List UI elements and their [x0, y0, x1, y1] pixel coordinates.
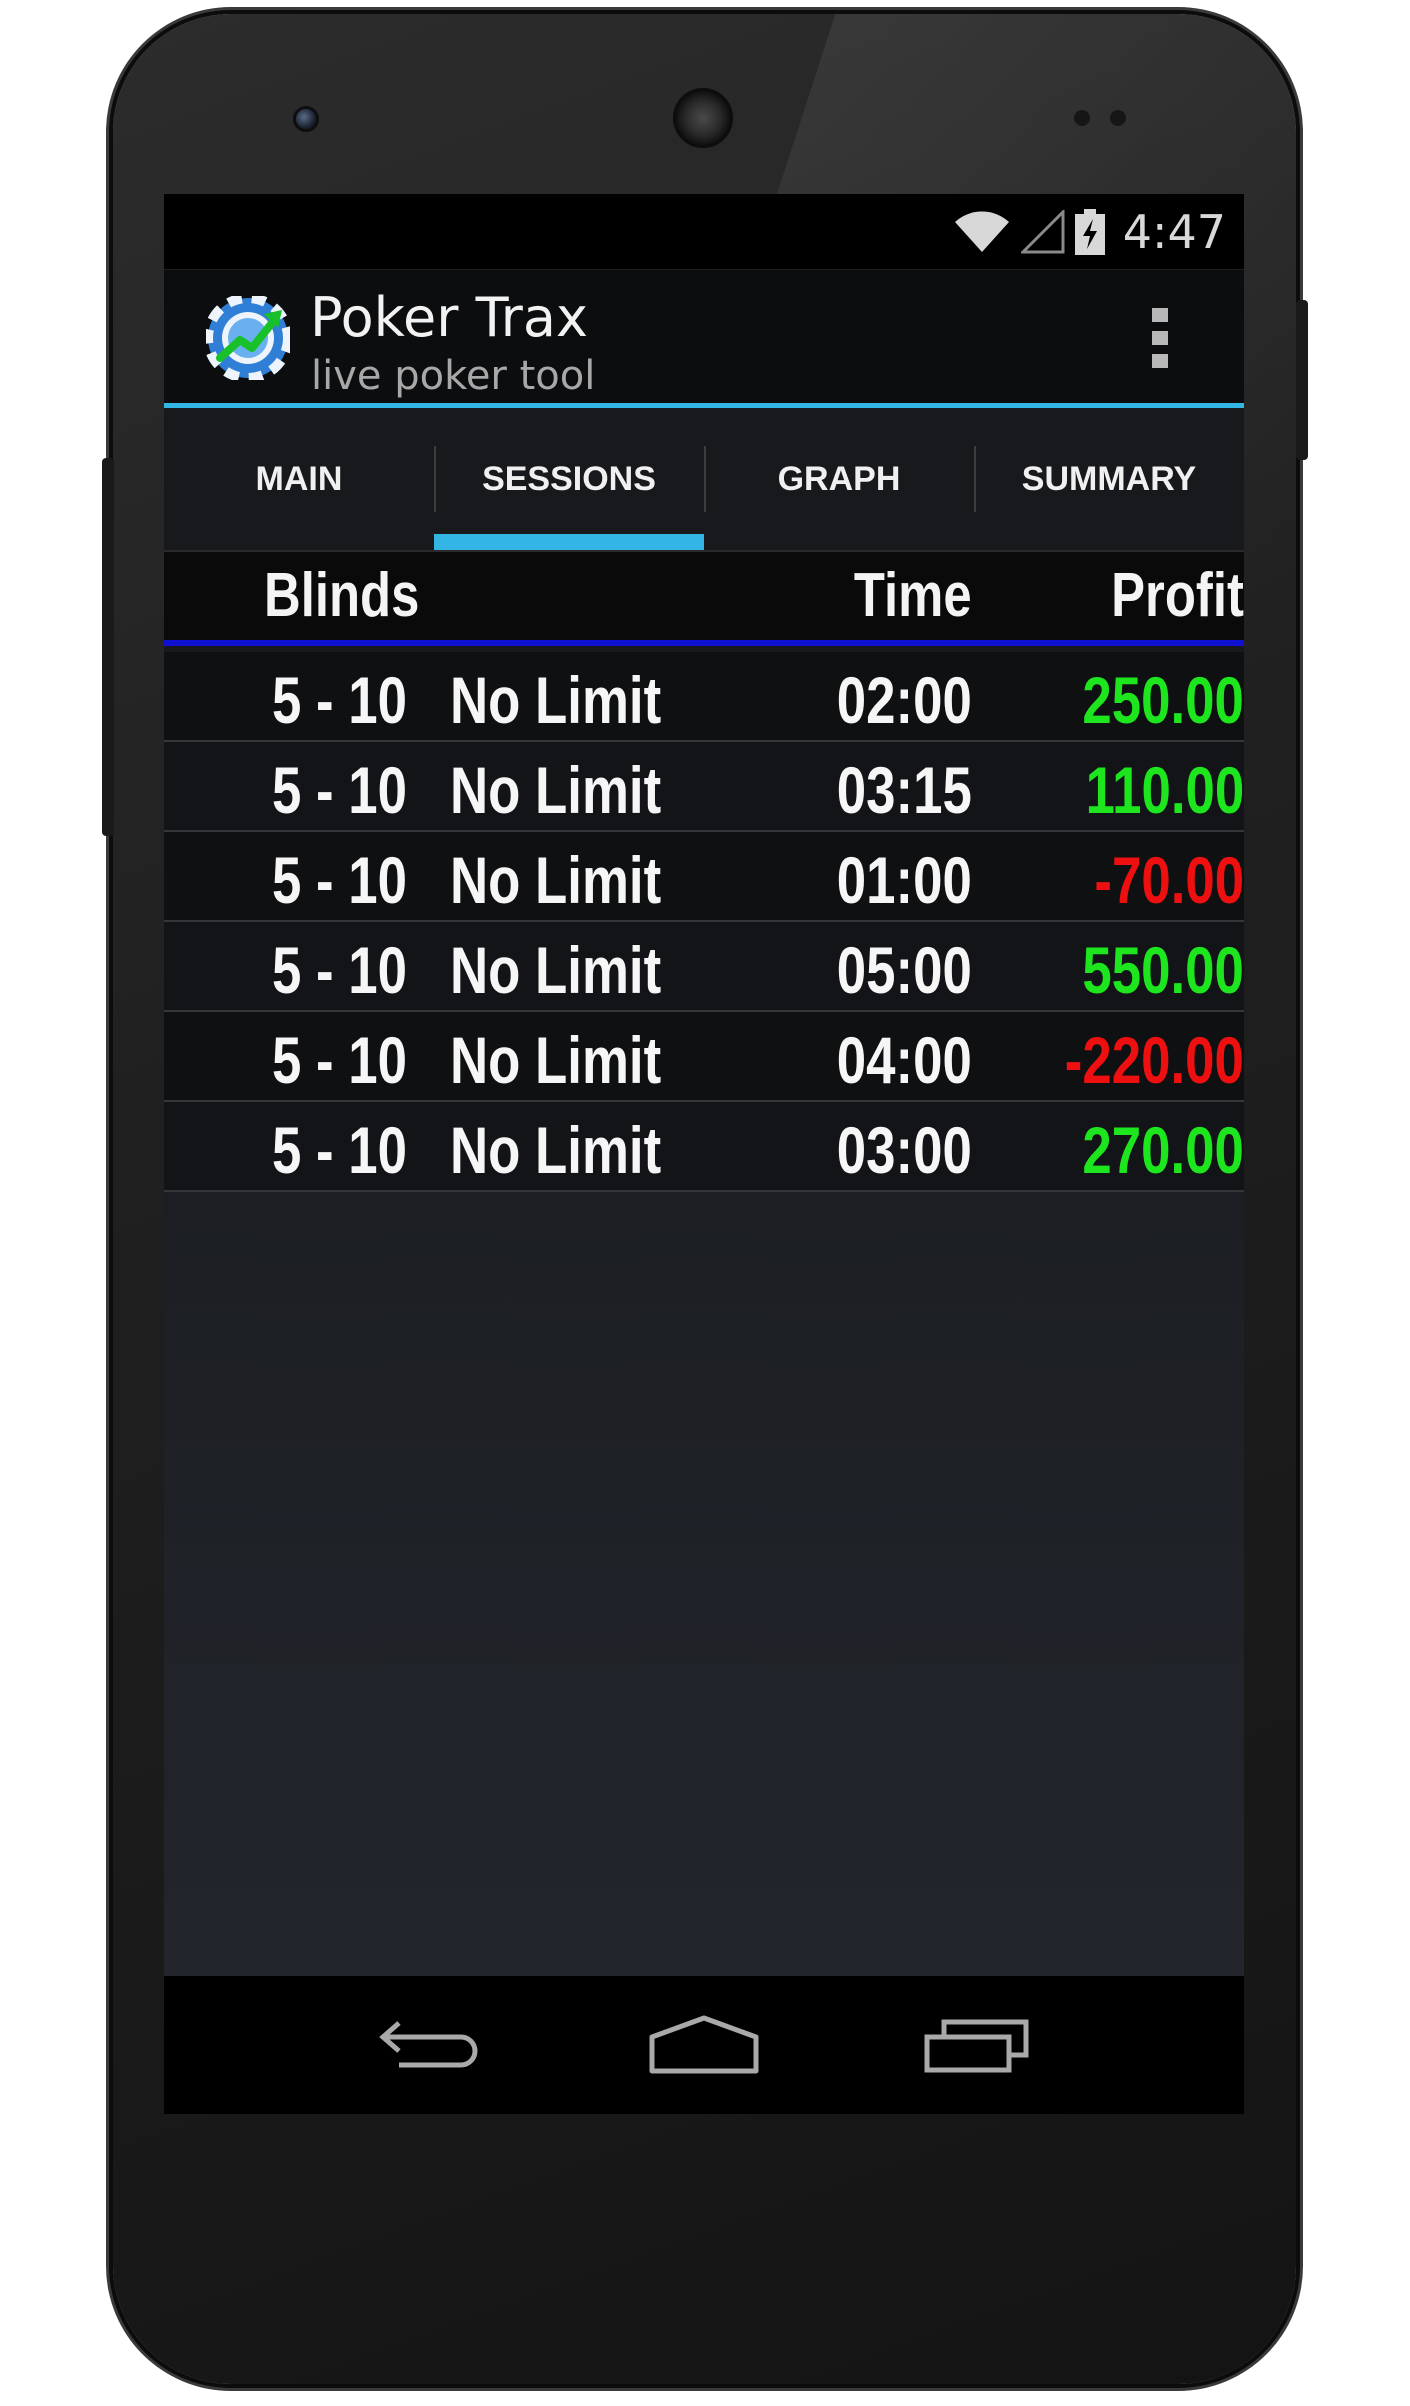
session-row[interactable]: 5 - 10 No Limit 01:00 -70.00 — [164, 832, 1244, 922]
row-game: No Limit — [450, 1113, 662, 1187]
recent-apps-icon — [924, 2019, 1029, 2073]
row-blinds: 5 - 10 — [272, 663, 408, 737]
app-subtitle: live poker tool — [311, 353, 596, 399]
home-icon — [649, 2015, 759, 2074]
row-time: 03:00 — [836, 1113, 972, 1187]
tab-main[interactable]: MAIN — [255, 459, 343, 498]
status-bar: 4:47 — [164, 194, 1244, 270]
sessions-list: 5 - 10 No Limit 02:00 250.00 5 - 10 No L… — [164, 652, 1244, 1192]
header-time[interactable]: Time — [854, 561, 972, 630]
row-profit: 110.00 — [1085, 753, 1244, 827]
battery-charging-icon — [1074, 209, 1105, 255]
tab-graph[interactable]: GRAPH — [704, 408, 974, 550]
row-game: No Limit — [450, 663, 662, 737]
session-row[interactable]: 5 - 10 No Limit 03:00 270.00 — [164, 1102, 1244, 1192]
row-game: No Limit — [450, 753, 662, 827]
row-blinds: 5 - 10 — [272, 843, 408, 917]
menu-dot — [1152, 354, 1168, 368]
light-sensor — [1110, 110, 1126, 126]
wifi-icon — [954, 211, 1009, 252]
session-row[interactable]: 5 - 10 No Limit 02:00 250.00 — [164, 652, 1244, 742]
status-icons: 4:47 — [953, 205, 1226, 259]
tab-summary[interactable]: SUMMARY — [974, 408, 1244, 550]
screen: 4:47 Poker Trax live poker tool MAIN SES… — [164, 194, 1244, 2114]
power-button — [1296, 300, 1308, 460]
row-time: 05:00 — [836, 933, 972, 1007]
row-time: 01:00 — [836, 843, 972, 917]
recent-apps-button[interactable] — [917, 2005, 1037, 2085]
row-profit: -70.00 — [1094, 843, 1244, 917]
action-bar: Poker Trax live poker tool — [164, 270, 1244, 408]
sessions-table-header: Blinds Time Profit — [164, 552, 1244, 646]
row-profit: 250.00 — [1082, 663, 1245, 737]
proximity-sensor — [1074, 110, 1090, 126]
row-time: 03:15 — [836, 753, 972, 827]
menu-dot — [1152, 331, 1168, 345]
row-game: No Limit — [450, 1023, 662, 1097]
menu-dot — [1152, 308, 1168, 322]
row-blinds: 5 - 10 — [272, 753, 408, 827]
header-blinds[interactable]: Blinds — [264, 561, 420, 630]
signal-icon — [1020, 210, 1065, 254]
header-profit[interactable]: Profit — [1111, 561, 1244, 630]
earpiece-speaker — [673, 88, 733, 148]
row-blinds: 5 - 10 — [272, 1113, 408, 1187]
row-blinds: 5 - 10 — [272, 1023, 408, 1097]
row-game: No Limit — [450, 843, 662, 917]
session-row[interactable]: 5 - 10 No Limit 03:15 110.00 — [164, 742, 1244, 832]
row-time: 02:00 — [836, 663, 972, 737]
navigation-bar — [164, 1976, 1244, 2114]
poker-chip-chart-icon[interactable] — [206, 296, 290, 380]
app-title: Poker Trax — [310, 286, 588, 349]
home-button[interactable] — [644, 2005, 764, 2085]
volume-button — [102, 458, 114, 836]
front-camera — [293, 106, 319, 132]
overflow-menu-icon[interactable] — [1140, 308, 1180, 368]
tab-bar: MAIN SESSIONS GRAPH SUMMARY — [164, 408, 1244, 552]
row-game: No Limit — [450, 933, 662, 1007]
back-button[interactable] — [371, 2005, 491, 2085]
back-icon — [378, 2021, 478, 2068]
session-row[interactable]: 5 - 10 No Limit 04:00 -220.00 — [164, 1012, 1244, 1102]
row-time: 04:00 — [836, 1023, 972, 1097]
session-row[interactable]: 5 - 10 No Limit 05:00 550.00 — [164, 922, 1244, 1012]
status-time: 4:47 — [1122, 205, 1226, 259]
row-profit: 270.00 — [1082, 1113, 1245, 1187]
row-profit: 550.00 — [1082, 933, 1245, 1007]
tab-sessions[interactable]: SESSIONS — [434, 408, 704, 550]
row-blinds: 5 - 10 — [272, 933, 408, 1007]
row-profit: -220.00 — [1064, 1023, 1244, 1097]
